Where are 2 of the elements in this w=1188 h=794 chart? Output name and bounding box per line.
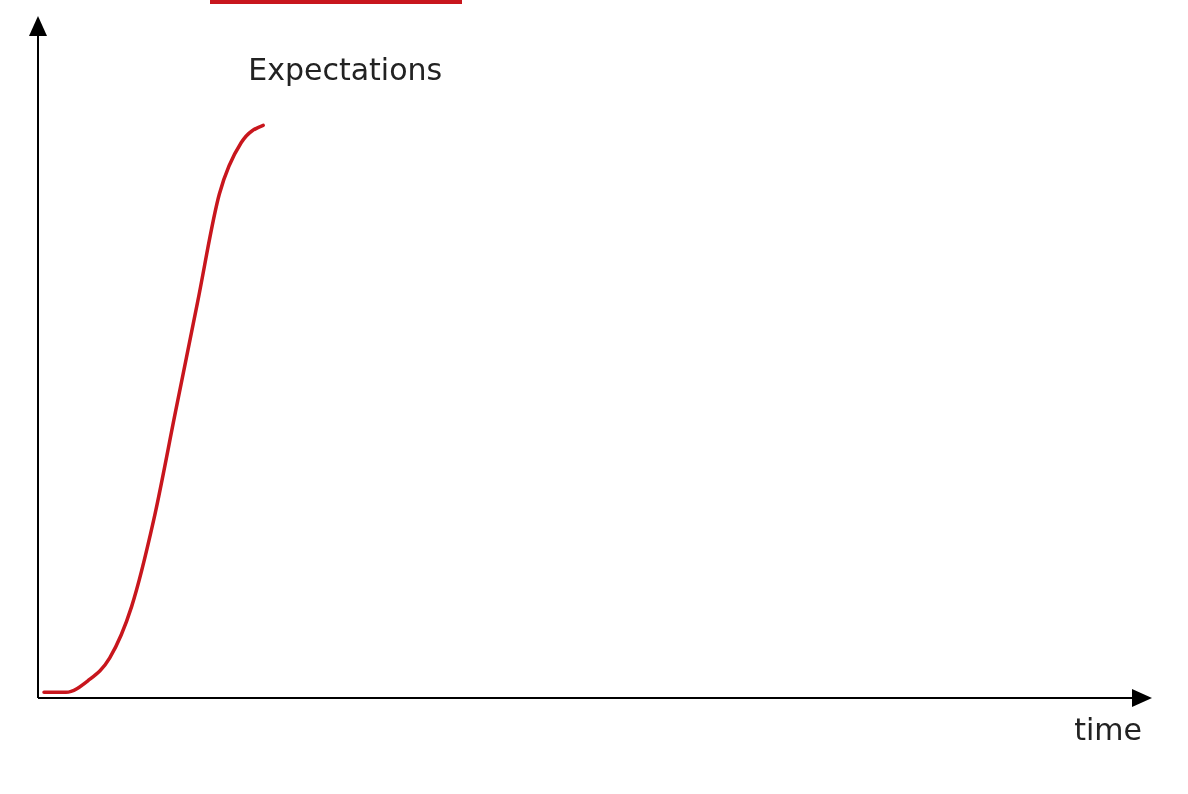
series-label: Expectations [248, 52, 443, 88]
x-axis-title: time [1074, 712, 1142, 747]
